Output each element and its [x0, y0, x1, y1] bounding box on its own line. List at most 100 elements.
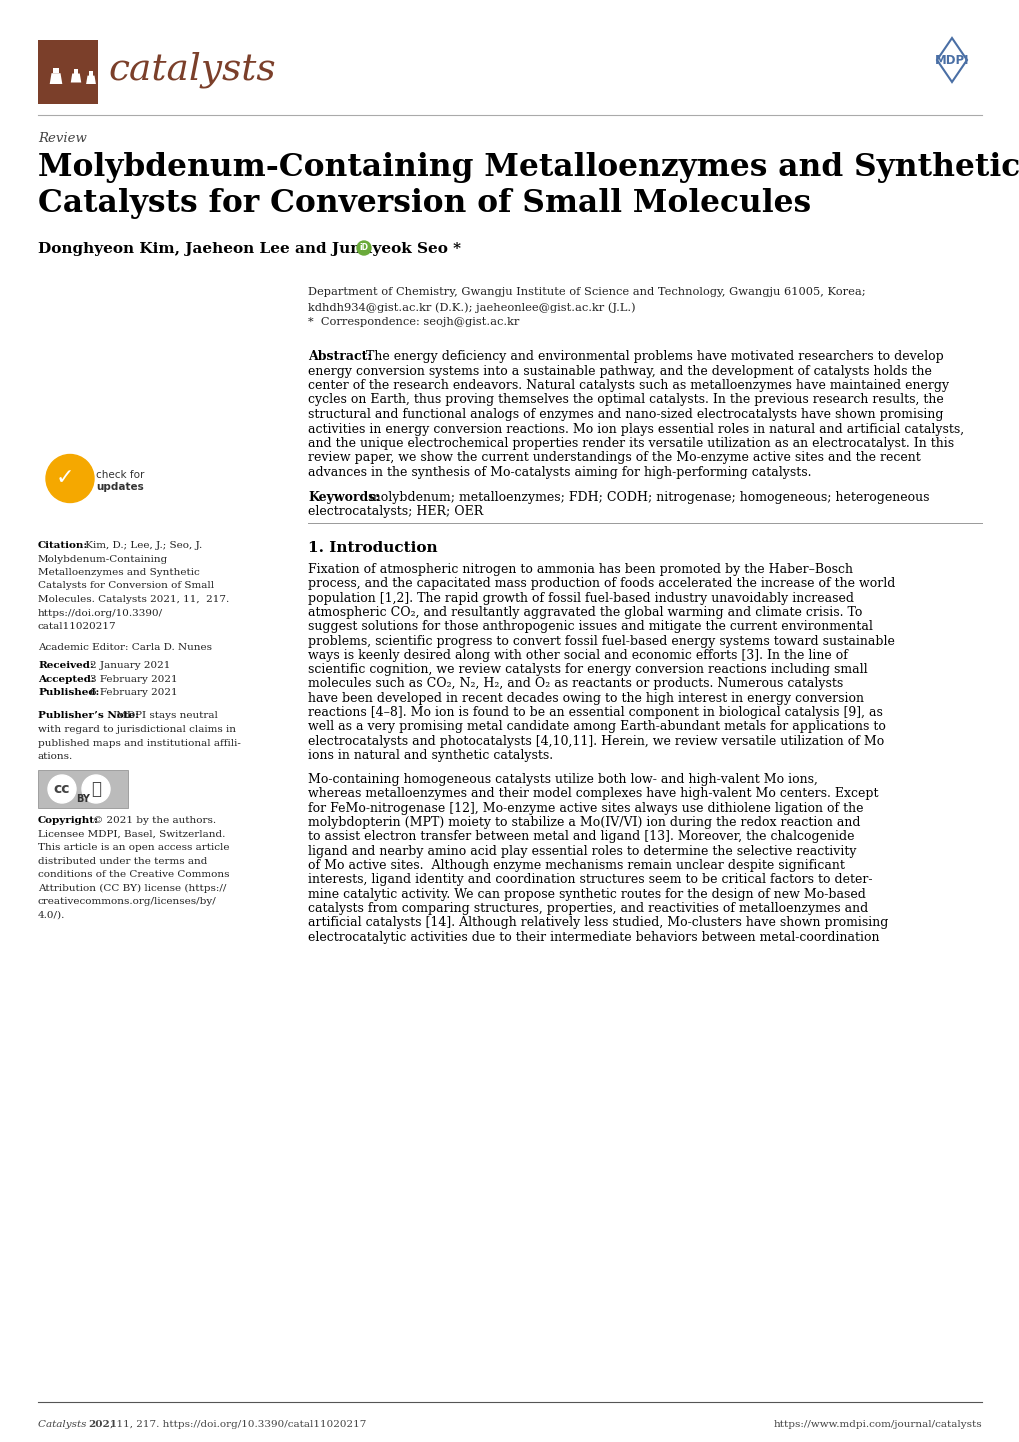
Text: Molecules. Catalysts 2021, 11,  217.: Molecules. Catalysts 2021, 11, 217. [38, 596, 229, 604]
Text: advances in the synthesis of Mo-catalysts aiming for high-performing catalysts.: advances in the synthesis of Mo-catalyst… [308, 466, 811, 479]
Text: iD: iD [359, 244, 368, 252]
Text: ✓: ✓ [56, 469, 74, 489]
Text: © 2021 by the authors.: © 2021 by the authors. [93, 816, 216, 825]
Text: MDPI: MDPI [933, 53, 968, 66]
Text: 6 February 2021: 6 February 2021 [90, 688, 177, 696]
Text: Keywords:: Keywords: [308, 490, 379, 503]
Text: ways is keenly desired along with other social and economic efforts [3]. In the : ways is keenly desired along with other … [308, 649, 847, 662]
FancyBboxPatch shape [38, 770, 127, 808]
Text: ligand and nearby amino acid play essential roles to determine the selective rea: ligand and nearby amino acid play essent… [308, 845, 856, 858]
Text: 4.0/).: 4.0/). [38, 910, 65, 920]
Text: Catalysts for Conversion of Small: Catalysts for Conversion of Small [38, 581, 214, 591]
Text: electrocatalysts and photocatalysts [4,10,11]. Herein, we review versatile utili: electrocatalysts and photocatalysts [4,1… [308, 734, 883, 747]
Text: Donghyeon Kim, Jaeheon Lee and Junhyeok Seo *: Donghyeon Kim, Jaeheon Lee and Junhyeok … [38, 242, 461, 257]
Text: 1. Introduction: 1. Introduction [308, 541, 437, 555]
Text: Molybdenum-Containing: Molybdenum-Containing [38, 555, 168, 564]
Text: Metalloenzymes and Synthetic: Metalloenzymes and Synthetic [38, 568, 200, 577]
Text: with regard to jurisdictional claims in: with regard to jurisdictional claims in [38, 725, 235, 734]
Text: scientific cognition, we review catalysts for energy conversion reactions includ: scientific cognition, we review catalyst… [308, 663, 867, 676]
Polygon shape [89, 72, 93, 75]
Text: atmospheric CO₂, and resultantly aggravated the global warming and climate crisi: atmospheric CO₂, and resultantly aggrava… [308, 606, 861, 619]
Text: activities in energy conversion reactions. Mo ion plays essential roles in natur: activities in energy conversion reaction… [308, 423, 963, 435]
Text: published maps and institutional affili-: published maps and institutional affili- [38, 738, 240, 747]
Text: , 11, 217. https://doi.org/10.3390/catal11020217: , 11, 217. https://doi.org/10.3390/catal… [110, 1420, 366, 1429]
Text: distributed under the terms and: distributed under the terms and [38, 857, 207, 865]
Text: 2021: 2021 [88, 1420, 117, 1429]
Text: cycles on Earth, thus proving themselves the optimal catalysts. In the previous : cycles on Earth, thus proving themselves… [308, 394, 943, 407]
Text: BY: BY [76, 795, 90, 805]
Text: 3 February 2021: 3 February 2021 [90, 675, 177, 684]
Text: This article is an open access article: This article is an open access article [38, 844, 229, 852]
Text: Publisher’s Note:: Publisher’s Note: [38, 711, 139, 721]
Text: *  Correspondence: seojh@gist.ac.kr: * Correspondence: seojh@gist.ac.kr [308, 317, 519, 327]
Text: Department of Chemistry, Gwangju Institute of Science and Technology, Gwangju 61: Department of Chemistry, Gwangju Institu… [308, 287, 865, 297]
Text: Fixation of atmospheric nitrogen to ammonia has been promoted by the Haber–Bosch: Fixation of atmospheric nitrogen to ammo… [308, 562, 852, 575]
Text: well as a very promising metal candidate among Earth-abundant metals for applica: well as a very promising metal candidate… [308, 721, 886, 734]
Text: catalysts from comparing structures, properties, and reactivities of metalloenzy: catalysts from comparing structures, pro… [308, 901, 867, 914]
Text: and the unique electrochemical properties render its versatile utilization as an: and the unique electrochemical propertie… [308, 437, 953, 450]
Polygon shape [50, 74, 62, 84]
Text: Received:: Received: [38, 660, 94, 671]
Text: Mo-containing homogeneous catalysts utilize both low- and high-valent Mo ions,: Mo-containing homogeneous catalysts util… [308, 773, 817, 786]
Text: kdhdh934@gist.ac.kr (D.K.); jaeheonlee@gist.ac.kr (J.L.): kdhdh934@gist.ac.kr (D.K.); jaeheonlee@g… [308, 301, 635, 313]
Text: to assist electron transfer between metal and ligand [13]. Moreover, the chalcog: to assist electron transfer between meta… [308, 831, 854, 844]
Text: ations.: ations. [38, 751, 73, 761]
Text: MDPI stays neutral: MDPI stays neutral [113, 711, 218, 721]
Text: 2 January 2021: 2 January 2021 [90, 660, 170, 671]
Text: have been developed in recent decades owing to the high interest in energy conve: have been developed in recent decades ow… [308, 692, 863, 705]
Text: problems, scientific progress to convert fossil fuel-based energy systems toward: problems, scientific progress to convert… [308, 634, 894, 647]
Circle shape [357, 241, 371, 255]
Text: for FeMo-nitrogenase [12], Mo-enzyme active sites always use dithiolene ligation: for FeMo-nitrogenase [12], Mo-enzyme act… [308, 802, 863, 815]
Text: Catalysts: Catalysts [38, 1420, 90, 1429]
Text: review paper, we show the current understandings of the Mo-enzyme active sites a: review paper, we show the current unders… [308, 451, 920, 464]
Text: electrocatalytic activities due to their intermediate behaviors between metal-co: electrocatalytic activities due to their… [308, 930, 878, 943]
Text: energy conversion systems into a sustainable pathway, and the development of cat: energy conversion systems into a sustain… [308, 365, 931, 378]
Text: ions in natural and synthetic catalysts.: ions in natural and synthetic catalysts. [308, 748, 552, 761]
Text: conditions of the Creative Commons: conditions of the Creative Commons [38, 870, 229, 880]
Text: center of the research endeavors. Natural catalysts such as metalloenzymes have : center of the research endeavors. Natura… [308, 379, 949, 392]
Text: Ⓘ: Ⓘ [91, 780, 101, 797]
Text: catal11020217: catal11020217 [38, 622, 116, 632]
Text: artificial catalysts [14]. Although relatively less studied, Mo-clusters have sh: artificial catalysts [14]. Although rela… [308, 916, 888, 929]
Text: Attribution (CC BY) license (https://: Attribution (CC BY) license (https:// [38, 884, 226, 893]
Circle shape [46, 454, 94, 502]
Text: The energy deficiency and environmental problems have motivated researchers to d: The energy deficiency and environmental … [362, 350, 943, 363]
Text: Academic Editor: Carla D. Nunes: Academic Editor: Carla D. Nunes [38, 643, 212, 652]
Text: Licensee MDPI, Basel, Switzerland.: Licensee MDPI, Basel, Switzerland. [38, 829, 225, 838]
Circle shape [82, 774, 110, 803]
Text: Citation:: Citation: [38, 541, 89, 549]
Text: Copyright:: Copyright: [38, 816, 99, 825]
Text: Catalysts for Conversion of Small Molecules: Catalysts for Conversion of Small Molecu… [38, 187, 810, 219]
Text: Molybdenum-Containing Metalloenzymes and Synthetic: Molybdenum-Containing Metalloenzymes and… [38, 151, 1019, 183]
Text: process, and the capacitated mass production of foods accelerated the increase o: process, and the capacitated mass produc… [308, 577, 895, 590]
Text: mine catalytic activity. We can propose synthetic routes for the design of new M: mine catalytic activity. We can propose … [308, 888, 865, 901]
Polygon shape [70, 74, 82, 82]
Text: structural and functional analogs of enzymes and nano-sized electrocatalysts hav: structural and functional analogs of enz… [308, 408, 943, 421]
Text: reactions [4–8]. Mo ion is found to be an essential component in biological cata: reactions [4–8]. Mo ion is found to be a… [308, 707, 882, 720]
Text: Published:: Published: [38, 688, 99, 696]
Text: catalysts: catalysts [108, 52, 275, 88]
Text: suggest solutions for those anthropogenic issues and mitigate the current enviro: suggest solutions for those anthropogeni… [308, 620, 872, 633]
Polygon shape [73, 69, 78, 74]
Text: of Mo active sites.  Although enzyme mechanisms remain unclear despite significa: of Mo active sites. Although enzyme mech… [308, 859, 844, 872]
Text: creativecommons.org/licenses/by/: creativecommons.org/licenses/by/ [38, 897, 217, 906]
Text: molecules such as CO₂, N₂, H₂, and O₂ as reactants or products. Numerous catalys: molecules such as CO₂, N₂, H₂, and O₂ as… [308, 678, 843, 691]
Text: updates: updates [96, 482, 144, 492]
Text: Abstract:: Abstract: [308, 350, 372, 363]
Text: Review: Review [38, 133, 87, 146]
Circle shape [48, 774, 76, 803]
Text: electrocatalysts; HER; OER: electrocatalysts; HER; OER [308, 505, 483, 518]
Polygon shape [53, 68, 59, 74]
Text: interests, ligand identity and coordination structures seem to be critical facto: interests, ligand identity and coordinat… [308, 874, 871, 887]
FancyBboxPatch shape [38, 40, 98, 104]
Text: population [1,2]. The rapid growth of fossil fuel-based industry unavoidably inc: population [1,2]. The rapid growth of fo… [308, 591, 853, 604]
Text: https://doi.org/10.3390/: https://doi.org/10.3390/ [38, 609, 163, 617]
Text: whereas metalloenzymes and their model complexes have high-valent Mo centers. Ex: whereas metalloenzymes and their model c… [308, 787, 877, 800]
Text: molybdenum; metalloenzymes; FDH; CODH; nitrogenase; homogeneous; heterogeneous: molybdenum; metalloenzymes; FDH; CODH; n… [369, 490, 928, 503]
Polygon shape [86, 75, 96, 84]
Text: https://www.mdpi.com/journal/catalysts: https://www.mdpi.com/journal/catalysts [772, 1420, 981, 1429]
Text: molybdopterin (MPT) moiety to stabilize a Mo(IV/VI) ion during the redox reactio: molybdopterin (MPT) moiety to stabilize … [308, 816, 860, 829]
Text: Accepted:: Accepted: [38, 675, 95, 684]
Text: cc: cc [54, 782, 70, 796]
Text: Kim, D.; Lee, J.; Seo, J.: Kim, D.; Lee, J.; Seo, J. [82, 541, 202, 549]
